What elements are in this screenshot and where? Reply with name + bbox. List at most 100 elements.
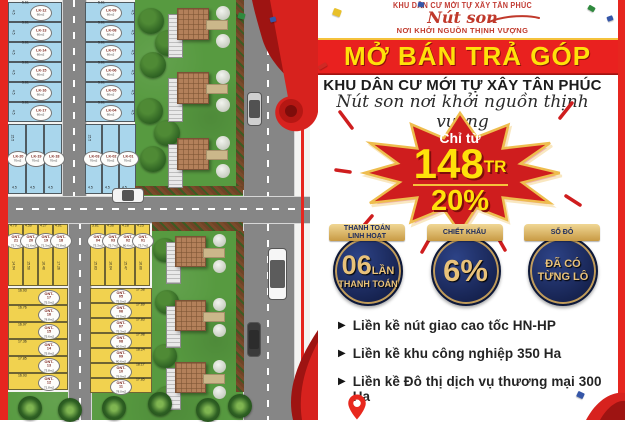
list-item: ▶ Liền kề nút giao cao tốc HN-HP <box>338 318 611 333</box>
dimension-label: 5.61 <box>98 1 105 5</box>
plot-label: ONT-18 77.8m2 <box>50 233 72 249</box>
dimension-label: 15.5 <box>87 134 91 142</box>
price-amount: 148TR <box>413 139 507 187</box>
promo-panel: KHU DÂN CƯ MỚI TỰ XÂY TÂN PHÚC Nút son N… <box>310 0 625 420</box>
dimension-label: 4.5 <box>11 109 15 115</box>
dimension-label: 4.5 <box>12 186 17 190</box>
bush-icon <box>213 324 226 337</box>
palm-tree-icon <box>18 396 42 420</box>
dimension-label: 18.17 <box>136 363 145 367</box>
plot-label: ONT-07 75.3m2 <box>110 319 132 335</box>
plot-label: LK-16 60m2 <box>30 85 52 101</box>
bush-icon <box>216 98 230 112</box>
dimension-label: 4.5 <box>122 186 127 189</box>
badge-caption: THANH TOÁN <box>338 278 398 289</box>
plot-label: LK-08 60m2 <box>100 25 122 41</box>
bush-icon <box>216 34 230 48</box>
dimension-label: 17.69 <box>136 303 145 307</box>
dimension-label: 17.98 <box>136 333 145 337</box>
badge-ribbon: THANH TOÁN LINH HOẠT <box>329 224 405 241</box>
feature-list: ▶ Liền kề nút giao cao tốc HN-HP ▶ Liền kề… <box>338 318 611 417</box>
plot-label: ONT-14 75.8m2 <box>38 341 60 357</box>
dimension-label: 16.04 <box>108 261 112 270</box>
dimension-label: 4.5 <box>130 69 134 75</box>
dimension-label: 17.58 <box>136 288 145 292</box>
house-roof <box>175 362 206 393</box>
bush-icon <box>216 70 230 84</box>
dimension-label: 5.61 <box>98 61 105 65</box>
badge-text-line2: TỪNG LÔ <box>537 271 589 283</box>
price-unit: TR <box>483 156 507 176</box>
header-project-name: KHU DÂN CƯ MỚI TỰ XÂY TÂN PHÚC <box>393 1 532 10</box>
dimension-label: 4.5 <box>130 9 134 15</box>
dimension-label: 4.70 <box>10 224 17 228</box>
subtitle: KHU DÂN CƯ MỚI TỰ XÂY TÂN PHÚC <box>323 77 602 94</box>
dimension-label: 15.5 <box>10 134 14 142</box>
badge-text-line1: ĐÃ CÓ <box>545 258 581 271</box>
dimension-label: 15.47 <box>123 261 127 270</box>
hedge-strip <box>236 0 244 190</box>
dimension-label: 18.24 <box>136 348 145 352</box>
plot-label: LK-13 60m2 <box>30 25 52 41</box>
house-roof <box>175 300 206 331</box>
dimension-label: 4.5 <box>11 89 15 95</box>
main-banner: MỞ BÁN TRẢ GÓP <box>310 38 625 75</box>
dimension-label: 5.61 <box>98 21 105 25</box>
dimension-label: 5.61 <box>22 81 29 85</box>
feature-text: Liền kề Đô thị dịch vụ thương mại 300 Ha <box>352 374 602 404</box>
dimension-label: 4.28 <box>122 224 129 228</box>
plot-label: ONT-01 73.7m2 <box>132 233 154 249</box>
tree-icon <box>140 146 166 172</box>
dimension-label: 16.76 <box>18 306 27 310</box>
bush-icon <box>213 386 226 399</box>
dimension-label: 5.61 <box>98 81 105 85</box>
site-plan-map: LK-12 60m2 4.5 5.61 LK-13 60m2 4.5 5.61 LK-14 60m… <box>0 0 310 422</box>
tree-icon <box>140 52 166 78</box>
dimension-label: 16.80 <box>138 261 142 270</box>
dimension-label: 4.5 <box>130 29 134 35</box>
bush-icon <box>213 298 226 311</box>
dimension-label: 5.61 <box>22 41 29 45</box>
palm-tree-icon <box>102 396 126 420</box>
hedge-strip <box>152 222 243 231</box>
badge-value: 6% <box>443 253 488 289</box>
bush-icon <box>216 6 230 20</box>
palm-tree-icon <box>228 394 252 418</box>
palm-tree-icon <box>148 392 172 416</box>
house-path <box>203 312 225 322</box>
price-prefix: Chỉ từ <box>439 129 481 146</box>
dimension-label: 5.61 <box>22 1 29 5</box>
plot-label: ONT-15 75.6m2 <box>38 324 60 340</box>
dimension-label: 17.83 <box>136 318 145 322</box>
truck-white <box>268 248 287 300</box>
dimension-label: 4.50 <box>25 224 32 228</box>
dimension-label: 4.27 <box>40 224 47 228</box>
left-red-border <box>0 0 8 420</box>
house-path <box>203 374 225 384</box>
car-dark <box>247 322 261 357</box>
discount-percent: 20% <box>430 185 490 218</box>
dimension-label: 14.94 <box>11 261 15 270</box>
right-red-border <box>618 0 625 420</box>
dimension-label: 15.83 <box>93 261 97 270</box>
dimension-label: 4.5 <box>88 186 93 190</box>
plot-label: LK-07 60m2 <box>100 45 122 61</box>
bullet-arrow-icon: ▶ <box>338 348 346 359</box>
dimension-label: 16.93 <box>18 374 27 378</box>
house-path <box>206 20 228 30</box>
hedge-strip <box>236 231 244 392</box>
location-pin-icon <box>342 390 376 420</box>
dimension-label: 17.85 <box>18 357 27 361</box>
house-path <box>206 84 228 94</box>
plot-label: ONT-13 73.8m2 <box>38 358 60 374</box>
list-item: ▶ Liền kề khu công nghiệp 350 Ha <box>338 346 611 361</box>
dimension-label: 4.5 <box>11 9 15 15</box>
bush-icon <box>216 136 230 150</box>
dimension-label: 4.5 <box>130 89 134 95</box>
badge-circle: 06LẦN THANH TOÁN <box>333 236 403 306</box>
bush-icon <box>213 234 226 247</box>
plot-label: LK-06 60m2 <box>100 65 122 81</box>
badge-value: 06LẦN <box>341 250 395 281</box>
confetti-piece <box>417 1 425 8</box>
